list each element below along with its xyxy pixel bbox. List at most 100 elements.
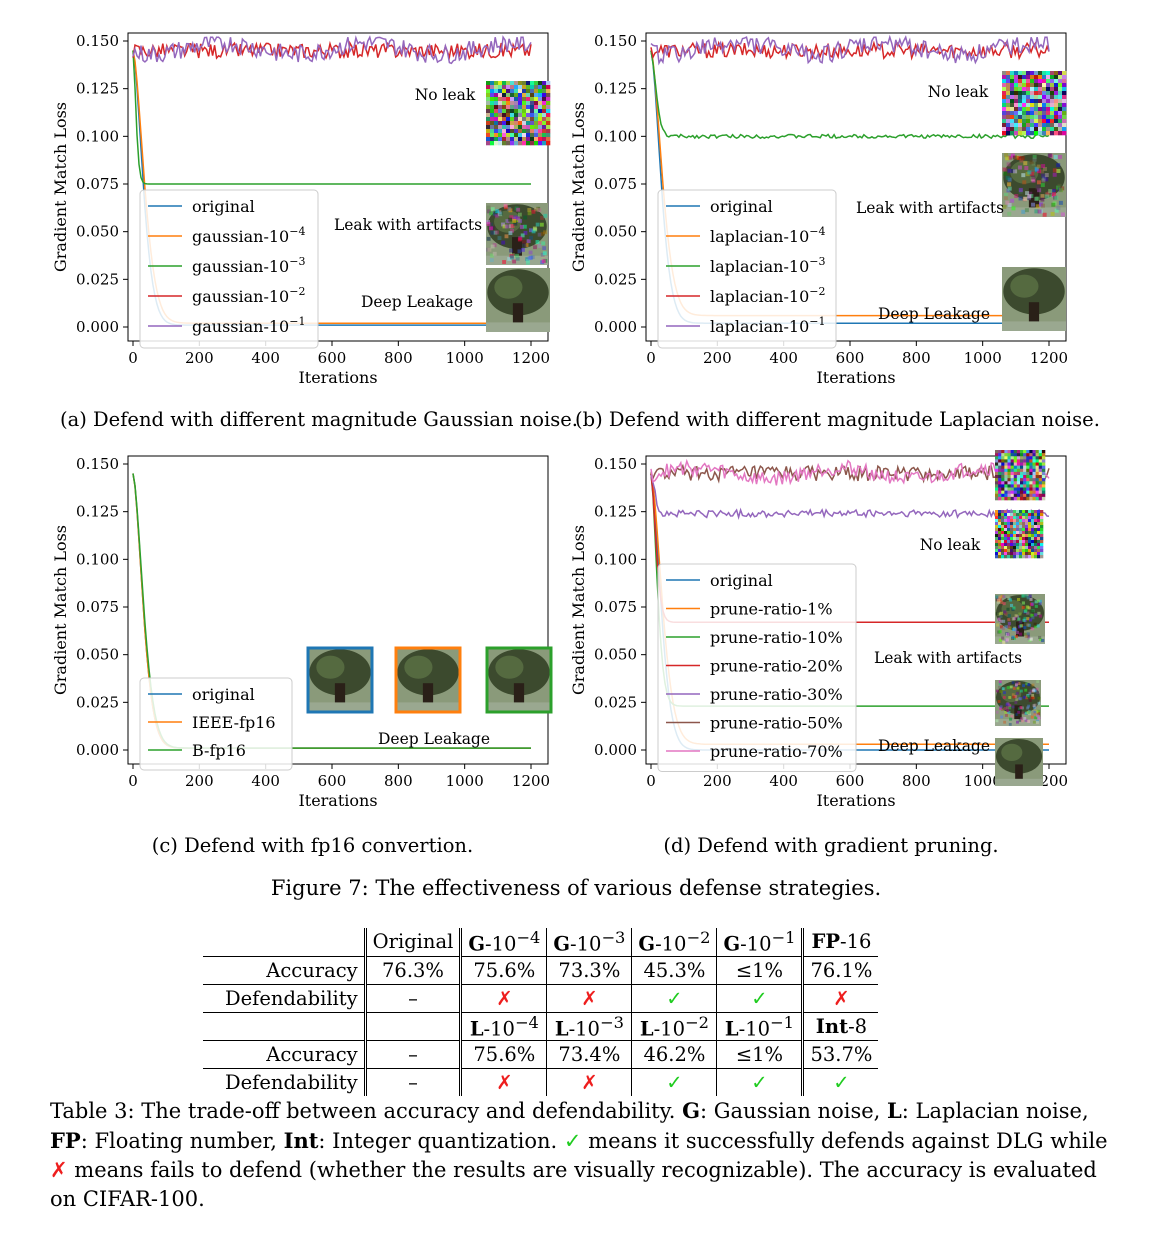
cross-mark: ✗ [546, 983, 632, 1012]
col-g4: G-10−4 [459, 928, 547, 956]
y-tick-label: 0.150 [594, 455, 637, 473]
annotation-label: No leak [928, 83, 989, 101]
series-line [132, 50, 531, 185]
table-header-row-1: Original G-10−4 G-10−3 G-10−2 G-10−1 FP-… [203, 928, 879, 956]
x-tick-label: 0 [646, 772, 656, 790]
y-tick-label: 0.125 [594, 503, 637, 521]
legend-label: gaussian-10−4 [192, 225, 305, 246]
legend-label: prune-ratio-10% [710, 628, 843, 647]
annotation-label: No leak [920, 536, 981, 554]
annotation-label: Leak with artifacts [856, 199, 1004, 217]
reconstruction-thumbnail [485, 646, 553, 714]
x-tick-label: 1200 [512, 349, 550, 367]
y-tick-label: 0.075 [594, 175, 637, 193]
x-tick-label: 200 [703, 349, 732, 367]
x-tick-label: 400 [251, 349, 280, 367]
annotation-label: Leak with artifacts [874, 649, 1022, 667]
cross-mark: ✗ [50, 1158, 68, 1182]
series-line [650, 458, 1050, 486]
legend-label: gaussian-10−3 [192, 255, 305, 276]
x-tick-label: 600 [836, 772, 865, 790]
x-tick-label: 800 [384, 772, 413, 790]
legend-box [139, 189, 319, 349]
y-tick-label: 0.050 [594, 646, 637, 664]
x-tick-label: 400 [251, 772, 280, 790]
y-tick-label: 0.150 [594, 32, 637, 50]
check-mark: ✓ [716, 1068, 803, 1096]
annotation-label: Deep Leakage [878, 305, 990, 323]
reconstruction-thumbnail [394, 646, 462, 714]
table-header-row-2: L-10−4 L-10−3 L-10−2 L-10−1 Int-8 [203, 1011, 879, 1041]
y-axis-label: Gradient Match Loss [569, 102, 588, 272]
annotation-label: Deep Leakage [378, 730, 490, 748]
reconstruction-thumbnail [1002, 153, 1066, 217]
legend-label: prune-ratio-50% [710, 714, 843, 733]
caption-b: (b) Defend with different magnitude Lapl… [575, 408, 1100, 431]
x-tick-label: 1000 [964, 349, 1002, 367]
legend-box [657, 563, 857, 772]
y-axis-label: Gradient Match Loss [569, 525, 588, 695]
table-caption: Table 3: The trade-off between accuracy … [50, 1098, 1108, 1211]
x-tick-label: 400 [769, 772, 798, 790]
legend-label: B-fp16 [192, 741, 246, 760]
y-tick-label: 0.150 [76, 455, 119, 473]
table-row-defend-2: Defendability – ✗ ✗ ✓ ✓ ✓ [203, 1068, 879, 1096]
reconstruction-thumbnail [995, 594, 1045, 644]
x-tick-label: 0 [646, 349, 656, 367]
cross-mark: ✗ [459, 1068, 547, 1096]
table-row-accuracy-2: Accuracy – 75.6% 73.4% 46.2% ≤1% 53.7% [203, 1040, 879, 1069]
y-tick-label: 0.050 [76, 646, 119, 664]
annotation-label: Deep Leakage [361, 293, 473, 311]
col-l1: L-10−1 [716, 1011, 803, 1041]
legend-label: prune-ratio-30% [710, 685, 843, 704]
check-mark: ✓ [716, 983, 803, 1012]
reconstruction-thumbnail [1002, 71, 1067, 136]
caption-a: (a) Defend with different magnitude Gaus… [60, 408, 578, 431]
y-tick-label: 0.000 [76, 318, 119, 336]
y-axis-label: Gradient Match Loss [51, 525, 70, 695]
panel-b-laplacian: 0.000 0.025 0.050 0.075 0.100 0.125 0.150 0 200 4… [568, 25, 1098, 405]
check-mark: ✓ [801, 1068, 879, 1096]
check-mark: ✓ [631, 1068, 717, 1096]
legend-label: laplacian-10−3 [710, 255, 825, 276]
x-tick-label: 600 [318, 349, 347, 367]
cross-mark: ✗ [459, 983, 547, 1012]
reconstruction-thumbnail [1002, 267, 1066, 331]
col-g2: G-10−2 [631, 928, 717, 956]
col-fp16: FP-16 [801, 928, 879, 956]
col-l4: L-10−4 [459, 1011, 547, 1041]
reconstruction-thumbnail [306, 646, 374, 714]
x-tick-label: 1000 [446, 349, 484, 367]
series-line [650, 474, 1050, 520]
y-tick-label: 0.125 [76, 80, 119, 98]
y-axis-label: Gradient Match Loss [51, 102, 70, 272]
x-tick-label: 800 [902, 772, 931, 790]
table-row-defend-1: Defendability – ✗ ✗ ✓ ✓ ✗ [203, 983, 879, 1012]
legend-label: gaussian-10−2 [192, 285, 305, 306]
y-tick-label: 0.000 [594, 741, 637, 759]
y-tick-label: 0.125 [594, 80, 637, 98]
reconstruction-thumbnail [995, 738, 1043, 786]
col-int8: Int-8 [801, 1011, 879, 1041]
y-tick-label: 0.150 [76, 32, 119, 50]
caption-d: (d) Defend with gradient pruning. [663, 834, 999, 857]
y-tick-label: 0.050 [594, 223, 637, 241]
x-tick-label: 1000 [446, 772, 484, 790]
x-tick-label: 200 [185, 349, 214, 367]
y-tick-label: 0.125 [76, 503, 119, 521]
y-tick-label: 0.050 [76, 223, 119, 241]
y-tick-label: 0.100 [594, 127, 637, 145]
x-tick-label: 600 [836, 349, 865, 367]
y-tick-label: 0.025 [76, 270, 119, 288]
annotation-label: Deep Leakage [878, 737, 990, 755]
tradeoff-table: Original G-10−4 G-10−3 G-10−2 G-10−1 FP-… [203, 928, 879, 1096]
legend-label: original [192, 685, 255, 704]
x-axis-label: Iterations [298, 791, 377, 810]
legend-label: IEEE-fp16 [192, 713, 276, 732]
cross-mark: ✗ [801, 983, 879, 1012]
legend-label: laplacian-10−2 [710, 285, 825, 306]
chart-a: 0.000 0.025 0.050 0.075 0.100 0.125 0.150 0 200 4… [51, 32, 551, 387]
legend-label: prune-ratio-70% [710, 742, 843, 761]
figure-caption: Figure 7: The effectiveness of various d… [270, 876, 882, 900]
y-tick-label: 0.075 [76, 175, 119, 193]
